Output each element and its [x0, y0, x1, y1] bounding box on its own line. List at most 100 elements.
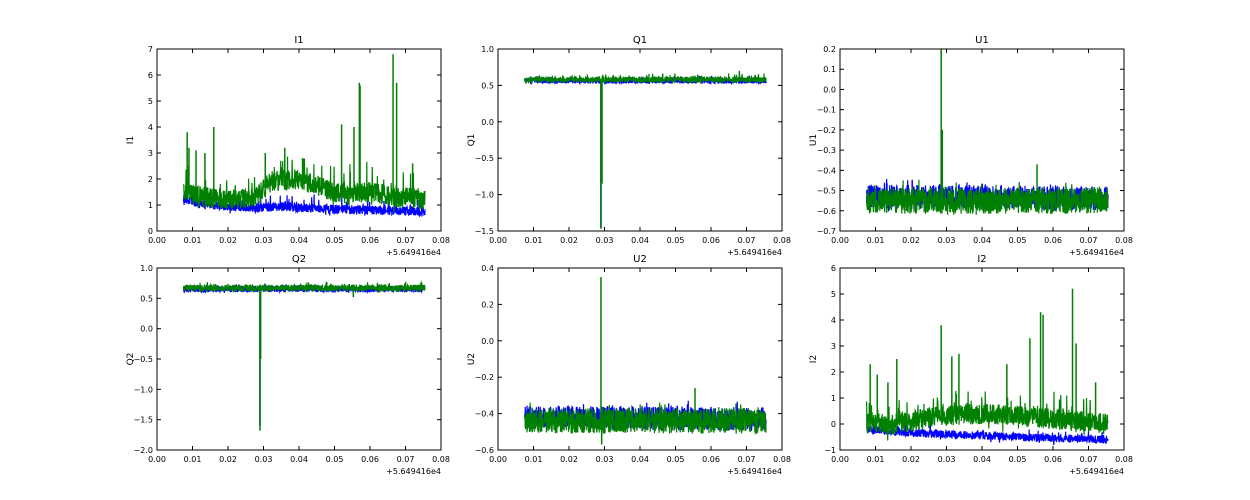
x-tick-label: 0.06 — [702, 455, 720, 464]
x-tick-label: 0.05 — [667, 455, 685, 464]
y-axis-label: U2 — [467, 353, 477, 365]
x-tick-label: 0.05 — [326, 455, 344, 464]
y-tick-label: 6 — [148, 71, 153, 80]
y-tick-label: 1 — [831, 394, 836, 403]
y-tick-label: −0.6 — [475, 446, 494, 455]
y-tick-label: −1.5 — [475, 227, 494, 236]
x-tick-label: 0.03 — [255, 236, 273, 245]
x-tick-label: 0.08 — [432, 455, 450, 464]
x-tick-label: 0.08 — [773, 455, 791, 464]
x-tick-label: 0.08 — [1115, 236, 1133, 245]
x-tick-label: 0.08 — [773, 236, 791, 245]
y-axis-label: I1 — [126, 136, 136, 144]
x-tick-label: 0.06 — [1044, 236, 1062, 245]
y-tick-label: −2.0 — [134, 446, 153, 455]
chart-panel-1: 0.00 0.01 0.02 0.03 0.04 0.05 0.06 0.07 0.08 0 1 2 3… — [126, 35, 450, 257]
y-tick-label: −1.5 — [134, 416, 153, 425]
chart-title: Q2 — [292, 254, 306, 265]
y-tick-label: −1.0 — [475, 191, 494, 200]
x-tick-label: 0.06 — [361, 236, 379, 245]
x-tick-label: 0.01 — [525, 455, 543, 464]
x-tick-label: 0.00 — [148, 455, 166, 464]
x-tick-label: 0.04 — [973, 455, 991, 464]
x-tick-label: 0.06 — [1044, 455, 1062, 464]
chart-title: I2 — [977, 254, 986, 265]
y-tick-label: −0.2 — [817, 126, 836, 135]
chart-panel-5: 0.00 0.01 0.02 0.03 0.04 0.05 0.06 0.07 0.08 −0.6… — [467, 254, 791, 476]
y-tick-label: 1.0 — [140, 264, 153, 273]
x-offset-label: +5.649416e4 — [727, 467, 782, 476]
x-tick-label: 0.02 — [902, 236, 920, 245]
x-offset-label: +5.649416e4 — [386, 248, 441, 257]
y-tick-label: 0.5 — [481, 81, 494, 90]
x-tick-label: 0.02 — [902, 455, 920, 464]
x-tick-label: 0.00 — [831, 236, 849, 245]
y-tick-label: 2 — [831, 368, 836, 377]
x-tick-label: 0.02 — [560, 236, 578, 245]
y-tick-label: −1.0 — [134, 385, 153, 394]
y-tick-label: −0.5 — [134, 355, 153, 364]
y-tick-label: −0.5 — [475, 154, 494, 163]
x-tick-label: 0.03 — [938, 236, 956, 245]
y-tick-label: 0.4 — [481, 264, 494, 273]
chart-title: U2 — [633, 254, 647, 265]
x-tick-label: 0.02 — [219, 236, 237, 245]
y-tick-label: 3 — [148, 149, 153, 158]
series-2-line — [866, 390, 1109, 441]
x-tick-label: 0.02 — [219, 455, 237, 464]
x-tick-label: 0.01 — [184, 455, 202, 464]
y-tick-label: 2 — [148, 175, 153, 184]
x-tick-label: 0.07 — [738, 455, 756, 464]
y-tick-label: 0.2 — [823, 45, 836, 54]
y-tick-label: 5 — [831, 290, 836, 299]
series-2-line — [524, 402, 767, 436]
y-tick-label: 0.2 — [481, 300, 494, 309]
x-tick-label: 0.06 — [361, 455, 379, 464]
y-tick-label: −0.2 — [475, 373, 494, 382]
x-tick-label: 0.07 — [1080, 455, 1098, 464]
x-tick-label: 0.07 — [397, 236, 415, 245]
chart-panel-4: 0.00 0.01 0.02 0.03 0.04 0.05 0.06 0.07 0.08 −2.0… — [126, 254, 450, 476]
chart-title: I1 — [294, 35, 303, 46]
y-tick-label: 0.0 — [481, 118, 494, 127]
y-tick-label: −0.4 — [817, 166, 836, 175]
chart-panel-2: 0.00 0.01 0.02 0.03 0.04 0.05 0.06 0.07 0.08 −1.5… — [467, 35, 791, 257]
x-offset-label: +5.649416e4 — [1069, 248, 1124, 257]
chart-panel-6: 0.00 0.01 0.02 0.03 0.04 0.05 0.06 0.07 0.08 −1 0 1… — [809, 254, 1133, 476]
y-axis-label: Q2 — [126, 353, 136, 366]
x-tick-label: 0.04 — [973, 236, 991, 245]
x-offset-label: +5.649416e4 — [1069, 467, 1124, 476]
y-axis-label: U1 — [809, 134, 819, 146]
y-axis-label: Q1 — [467, 134, 477, 147]
y-tick-label: 5 — [148, 97, 153, 106]
x-tick-label: 0.03 — [255, 455, 273, 464]
series-1-line — [866, 420, 1109, 446]
series-2-line — [866, 179, 1109, 216]
y-tick-label: −0.4 — [475, 410, 494, 419]
series-2-line — [183, 156, 426, 213]
x-tick-label: 0.03 — [596, 236, 614, 245]
x-tick-label: 0.00 — [489, 455, 507, 464]
x-tick-label: 0.02 — [560, 455, 578, 464]
x-tick-label: 0.01 — [867, 236, 885, 245]
series-2-line — [183, 280, 426, 294]
x-tick-label: 0.00 — [148, 236, 166, 245]
x-tick-label: 0.05 — [667, 236, 685, 245]
y-tick-label: 0.5 — [140, 294, 153, 303]
y-tick-label: 0.1 — [823, 65, 836, 74]
x-offset-label: +5.649416e4 — [727, 248, 782, 257]
y-tick-label: −0.3 — [817, 146, 836, 155]
x-tick-label: 0.07 — [1080, 236, 1098, 245]
chart-panel-3: 0.00 0.01 0.02 0.03 0.04 0.05 0.06 0.07 0.08 −0.7… — [809, 35, 1133, 257]
chart-title: Q1 — [633, 35, 647, 46]
y-tick-label: −0.6 — [817, 207, 836, 216]
y-tick-label: 4 — [148, 123, 153, 132]
chart-title: U1 — [975, 35, 989, 46]
x-tick-label: 0.05 — [1009, 455, 1027, 464]
y-tick-label: −0.7 — [817, 227, 836, 236]
y-tick-label: 0.0 — [140, 325, 153, 334]
y-tick-label: 0 — [148, 227, 153, 236]
x-tick-label: 0.01 — [525, 236, 543, 245]
y-tick-label: −0.1 — [817, 106, 836, 115]
